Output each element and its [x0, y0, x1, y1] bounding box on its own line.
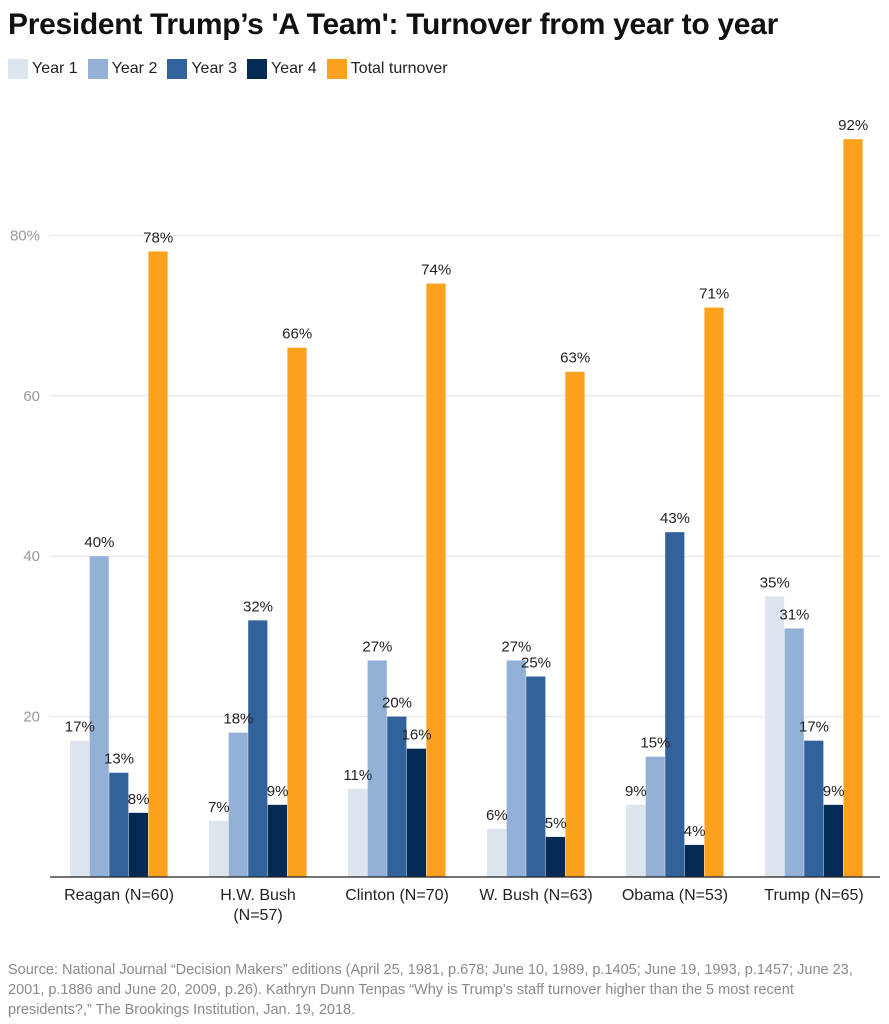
- data-label: 9%: [823, 783, 845, 800]
- bar: [784, 628, 804, 877]
- bar: [426, 283, 446, 877]
- data-label: 6%: [486, 807, 508, 824]
- data-label: 20%: [382, 695, 412, 712]
- data-label: 43%: [660, 510, 690, 527]
- bar: [804, 740, 824, 877]
- bar: [843, 139, 863, 877]
- data-label: 7%: [208, 799, 230, 816]
- y-tick-label: 60: [23, 388, 40, 405]
- data-label: 40%: [84, 534, 114, 551]
- data-label: 66%: [282, 326, 312, 343]
- legend-swatch-total-turnover: [326, 59, 347, 79]
- bar: [367, 660, 387, 877]
- y-tick-label: 80%: [10, 227, 40, 244]
- data-label: 17%: [799, 719, 829, 736]
- bar: [626, 804, 646, 877]
- legend-label-total-turnover: Total turnover: [350, 60, 448, 77]
- data-label: 13%: [104, 751, 134, 768]
- legend-label-year-3: Year 3: [191, 60, 238, 77]
- gridlines: [50, 234, 880, 718]
- data-label: 71%: [699, 286, 729, 303]
- bars: [70, 139, 863, 878]
- data-label: 8%: [128, 791, 150, 808]
- bar: [684, 844, 704, 877]
- data-label: 18%: [223, 711, 253, 728]
- legend-item-year-4[interactable]: Year 4: [247, 59, 317, 79]
- x-tick-label: Clinton (N=70): [345, 887, 449, 904]
- bar: [506, 660, 526, 877]
- bar: [387, 716, 407, 877]
- legend-item-year-3[interactable]: Year 3: [167, 59, 237, 79]
- legend-label-year-4: Year 4: [271, 60, 317, 77]
- data-label: 92%: [838, 117, 868, 134]
- chart-title: President Trump’s 'A Team': Turnover fro…: [8, 8, 778, 41]
- legend-item-total-turnover[interactable]: Total turnover: [326, 59, 448, 79]
- bar: [248, 620, 268, 877]
- data-label: 25%: [521, 655, 551, 672]
- bar: [665, 532, 685, 877]
- bar: [526, 676, 546, 877]
- bar: [565, 371, 585, 877]
- bar: [267, 804, 287, 877]
- data-label: 32%: [243, 598, 273, 615]
- bar: [109, 772, 129, 877]
- y-tick-label: 20: [23, 709, 40, 726]
- data-label: 15%: [640, 735, 670, 752]
- data-label: 17%: [65, 719, 95, 736]
- data-label: 9%: [267, 783, 289, 800]
- bar: [823, 804, 843, 877]
- bar: [89, 556, 109, 877]
- x-axis-labels: Reagan (N=60) H.W. Bush (N=57) Clinton (N=7…: [64, 887, 864, 924]
- y-axis-labels: 20 40 60 80%: [10, 227, 40, 725]
- legend-label-year-2: Year 2: [111, 60, 158, 77]
- legend-swatch-year-3: [167, 59, 188, 79]
- source-note: Source: National Journal “Decision Maker…: [8, 962, 853, 1018]
- x-tick-label: Reagan (N=60): [64, 887, 174, 904]
- bar: [348, 788, 368, 877]
- legend-label-year-1: Year 1: [32, 60, 78, 77]
- bar: [765, 596, 785, 877]
- bar: [704, 307, 724, 878]
- bar: [228, 732, 248, 877]
- x-tick-label: H.W. Bush (N=57): [220, 887, 296, 924]
- x-tick-label: Obama (N=53): [622, 887, 728, 904]
- legend-swatch-year-2: [87, 59, 108, 79]
- data-label: 63%: [560, 350, 590, 367]
- data-label: 16%: [402, 727, 432, 744]
- legend-swatch-year-1: [8, 59, 28, 79]
- bar: [148, 251, 168, 877]
- data-label: 78%: [143, 229, 173, 246]
- bar: [645, 756, 665, 877]
- data-label: 5%: [545, 815, 567, 832]
- legend-item-year-2[interactable]: Year 2: [87, 59, 158, 79]
- data-label: 27%: [501, 638, 531, 655]
- data-label: 4%: [684, 823, 706, 840]
- legend-item-year-1[interactable]: Year 1: [8, 59, 78, 79]
- bar: [287, 347, 307, 877]
- x-tick-label: W. Bush (N=63): [479, 887, 592, 904]
- data-label: 35%: [760, 574, 790, 591]
- x-tick-label: Trump (N=65): [764, 887, 863, 904]
- data-label: 31%: [779, 606, 809, 623]
- bar: [487, 828, 507, 877]
- legend-swatch-year-4: [247, 59, 268, 79]
- data-label: 9%: [625, 783, 647, 800]
- bar: [406, 748, 426, 877]
- data-labels: 17% 40% 13% 8% 78% 7% 18% 32% 9% 66% 11% 27% 20% 16% 7…: [65, 117, 868, 840]
- data-label: 74%: [421, 262, 451, 279]
- chart-legend: Year 1 Year 2 Year 3 Year 4 Total turnov…: [8, 59, 458, 79]
- bar: [209, 820, 229, 877]
- bar: [128, 812, 148, 877]
- y-tick-label: 40: [23, 548, 40, 565]
- data-label: 11%: [343, 767, 372, 784]
- bar: [545, 836, 565, 877]
- bar-chart: 20 40 60 80% 17% 40% 13% 8% 78% 7% 18% 32% 9% 66% 11%…: [10, 117, 880, 924]
- data-label: 27%: [362, 638, 392, 655]
- bar: [70, 740, 90, 877]
